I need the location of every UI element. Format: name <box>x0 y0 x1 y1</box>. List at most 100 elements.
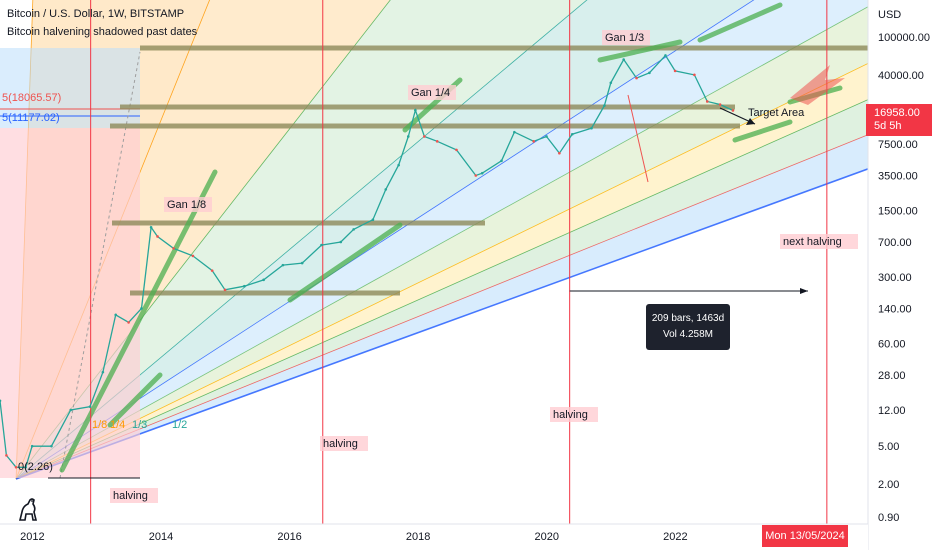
price-point <box>172 247 175 250</box>
x-tick-label: 2020 <box>535 531 559 543</box>
price-point <box>397 163 400 167</box>
time-axis-bg <box>0 524 868 550</box>
y-tick-label: 28.00 <box>878 370 906 382</box>
price-point <box>635 76 638 80</box>
price-point <box>114 313 118 317</box>
price-point <box>718 103 722 106</box>
x-tick-label: 2022 <box>663 531 687 543</box>
price-point <box>156 235 159 238</box>
y-tick-label: 40000.00 <box>878 70 924 82</box>
x-tick-label: 2018 <box>406 531 430 543</box>
price-point <box>149 225 153 229</box>
x-tick-label: 2012 <box>20 531 44 543</box>
label-gan-1-3: Gan 1/3 <box>605 32 644 44</box>
price-point <box>0 399 2 403</box>
horizontal-level-bar <box>140 45 868 51</box>
gann-fan-line <box>15 0 755 480</box>
price-point <box>30 444 34 448</box>
trend-segment <box>597 39 683 63</box>
price-point <box>223 288 227 292</box>
label-halving-2020: halving <box>553 409 588 421</box>
price-point <box>384 188 388 191</box>
y-tick-label: 12.00 <box>878 405 906 417</box>
horizontal-level-bar <box>130 290 400 296</box>
measure-volume: Vol 4.258M <box>662 329 714 340</box>
price-point <box>371 218 375 222</box>
price-point <box>191 254 195 258</box>
measure-arrow-head <box>800 288 808 294</box>
measure-info-box: 209 bars, 1463d Vol 4.258M <box>646 304 730 350</box>
price-axis-bg <box>868 0 932 550</box>
horizontal-level-bar <box>110 123 740 129</box>
price-point <box>455 148 458 152</box>
tradingview-logo-icon <box>18 498 38 521</box>
gann-fan-line <box>15 0 588 480</box>
y-tick-label: 2.00 <box>878 479 899 491</box>
price-point <box>590 126 593 130</box>
price-point <box>500 159 503 163</box>
price-point <box>513 130 516 134</box>
x-tick-label: 2014 <box>149 531 173 543</box>
price-point <box>50 444 53 448</box>
label-next-halving: next halving <box>783 236 842 248</box>
y-tick-label: 1500.00 <box>878 206 918 218</box>
price-point <box>339 240 343 244</box>
label-fan-1-4: 1/4 <box>110 419 125 431</box>
crosshair-date-tag: Mon 13/05/2024 <box>762 525 848 547</box>
label-halving-2012-bg <box>110 488 158 503</box>
currency-label: USD <box>878 9 901 21</box>
price-point <box>5 454 8 457</box>
price-point <box>88 405 92 408</box>
price-point <box>281 263 285 267</box>
price-point <box>693 73 696 77</box>
label-gan-1-3-bg <box>602 30 650 45</box>
current-price-value: 16958.00 <box>874 107 920 119</box>
price-point <box>414 108 417 112</box>
x-tick-label: 2016 <box>277 531 301 543</box>
y-tick-label: 300.00 <box>878 272 912 284</box>
price-point <box>14 465 18 469</box>
price-point <box>558 151 561 155</box>
price-point <box>545 135 548 138</box>
price-point <box>731 109 735 112</box>
target-arrow-head <box>746 118 755 125</box>
price-point <box>532 140 535 143</box>
trend-segment <box>697 2 783 43</box>
chart-subtitle: Bitcoin halvening shadowed past dates <box>7 26 198 38</box>
price-point <box>69 408 73 412</box>
price-point <box>352 228 355 231</box>
label-halving-2016-bg <box>320 436 368 451</box>
gann-fan-line <box>15 144 932 480</box>
trend-segment <box>287 222 403 303</box>
chart-title: Bitcoin / U.S. Dollar, 1W, BITSTAMP <box>7 8 185 20</box>
y-tick-label: 140.00 <box>878 303 912 315</box>
price-point <box>648 71 651 75</box>
price-point <box>406 135 410 138</box>
price-point <box>705 100 709 103</box>
y-tick-label: 3500.00 <box>878 171 918 183</box>
projection-arrow <box>790 65 845 105</box>
projection-box-blue <box>0 48 140 128</box>
y-tick-label: 700.00 <box>878 237 912 249</box>
price-point <box>423 135 426 138</box>
label-gan-1-8: Gan 1/8 <box>167 199 206 211</box>
measure-bars: 209 bars, 1463d <box>651 313 725 324</box>
price-point <box>603 104 606 107</box>
price-point <box>101 370 105 374</box>
label-fan-1-3: 1/3 <box>132 419 147 431</box>
price-point <box>262 278 265 282</box>
label-halving-2012: halving <box>113 490 148 502</box>
price-point <box>622 58 625 61</box>
price-point <box>435 140 439 143</box>
price-point <box>300 261 304 265</box>
price-point <box>673 69 677 73</box>
gann-fan-line <box>15 70 932 480</box>
price-point <box>320 243 323 247</box>
price-point <box>480 171 484 175</box>
label-gan-1-8-bg <box>164 197 212 212</box>
label-gan-1-4-bg <box>408 85 456 100</box>
price-point <box>664 54 667 57</box>
price-point <box>140 307 143 310</box>
label-gan-1-4: Gan 1/4 <box>411 87 450 99</box>
